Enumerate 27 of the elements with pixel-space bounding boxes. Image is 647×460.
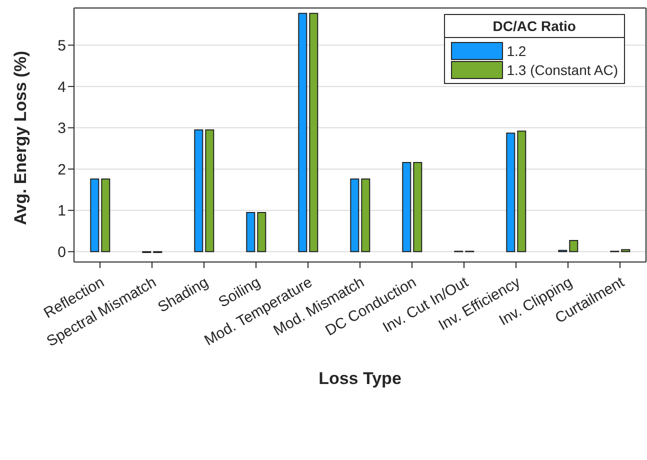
- y-axis-title: Avg. Energy Loss (%): [11, 50, 30, 225]
- bar: [621, 249, 630, 252]
- bar: [246, 212, 256, 252]
- bar: [517, 130, 526, 252]
- y-tick-label: 5: [58, 37, 66, 54]
- y-tick-label: 2: [58, 161, 66, 178]
- bar: [309, 12, 318, 252]
- bar: [350, 178, 360, 252]
- legend-label: 1.3 (Constant AC): [506, 62, 618, 78]
- bar: [194, 129, 204, 252]
- legend-title: DC/AC Ratio: [492, 17, 577, 36]
- bar: [90, 178, 100, 252]
- bar: [257, 212, 266, 252]
- bar: [569, 240, 578, 252]
- y-tick-label: 0: [58, 244, 66, 261]
- legend-label: 1.2: [506, 43, 526, 59]
- y-tick-label: 4: [58, 78, 66, 96]
- bar: [402, 162, 412, 252]
- bar: [205, 129, 214, 252]
- bar: [506, 132, 516, 252]
- bar: [361, 178, 370, 252]
- y-tick-label: 1: [58, 202, 66, 220]
- x-axis-title: Loss Type: [318, 369, 402, 388]
- y-tick-label: 3: [58, 120, 66, 138]
- bar: [413, 162, 422, 252]
- bar: [298, 12, 308, 252]
- bar: [101, 178, 110, 252]
